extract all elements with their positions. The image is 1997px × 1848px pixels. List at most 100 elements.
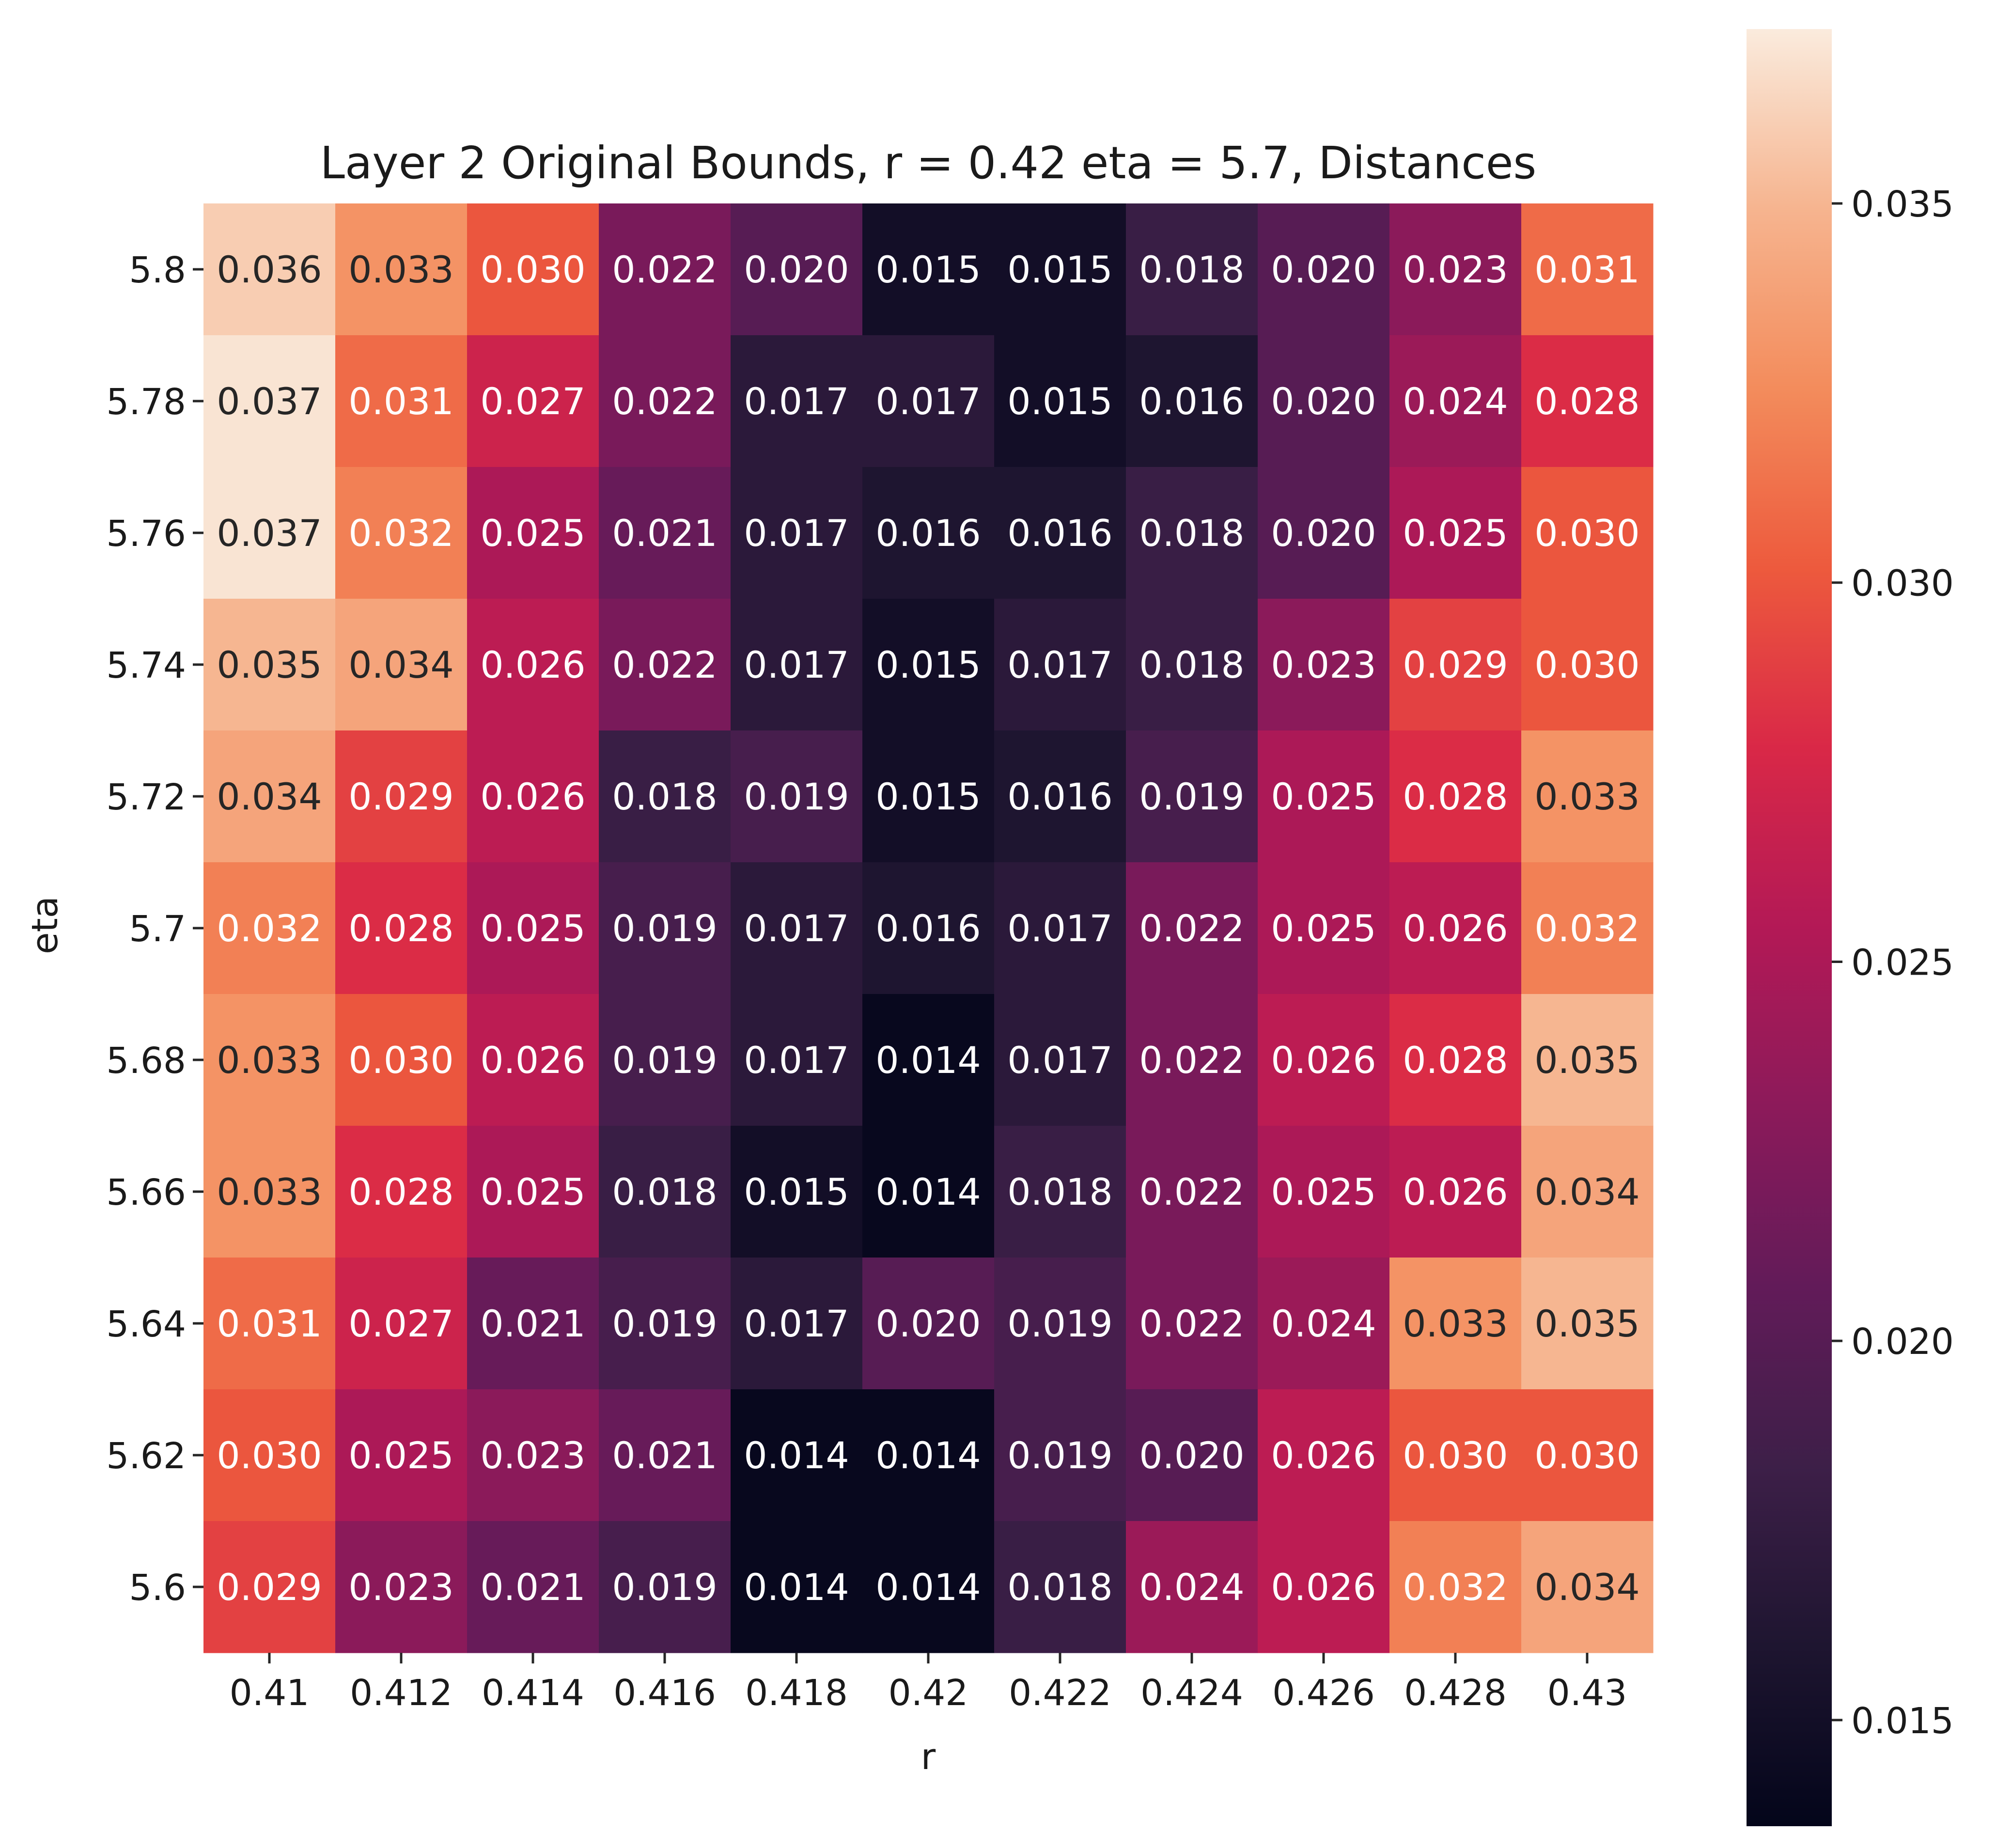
cell-value-label: 0.018	[1139, 248, 1245, 291]
heatmap-cell	[599, 1126, 731, 1258]
cell-value-label: 0.032	[1403, 1566, 1508, 1609]
heatmap-cell	[335, 862, 468, 994]
cell-value-label: 0.015	[875, 248, 981, 291]
x-tick-label: 0.43	[1547, 1672, 1627, 1714]
cell-value-label: 0.025	[480, 512, 586, 555]
heatmap-cell	[335, 599, 468, 731]
cell-value-label: 0.032	[348, 512, 454, 555]
x-tick-label: 0.428	[1404, 1672, 1507, 1714]
heatmap-cell	[467, 1126, 599, 1258]
heatmap-cell	[203, 335, 336, 467]
cell-value-label: 0.026	[1271, 1566, 1376, 1609]
cell-value-label: 0.022	[1139, 907, 1245, 950]
heatmap-cell	[335, 1258, 468, 1390]
cell-value-label: 0.020	[1271, 380, 1376, 423]
cell-value-label: 0.014	[875, 1039, 981, 1082]
cell-value-label: 0.023	[1271, 643, 1376, 686]
heatmap-cell	[599, 203, 731, 336]
heatmap-cell	[731, 335, 863, 467]
heatmap-cell	[1258, 994, 1390, 1126]
heatmap-cell	[203, 1521, 336, 1653]
heatmap-cell	[335, 994, 468, 1126]
heatmap-cell	[203, 994, 336, 1126]
cell-value-label: 0.026	[480, 1039, 586, 1082]
y-tick-label: 5.6	[129, 1567, 186, 1609]
cell-value-label: 0.020	[1139, 1434, 1245, 1477]
heatmap-cell	[467, 994, 599, 1126]
cell-value-label: 0.014	[875, 1170, 981, 1213]
heatmap-cell	[1126, 203, 1258, 336]
cell-value-label: 0.026	[1271, 1434, 1376, 1477]
heatmap-cell	[731, 1521, 863, 1653]
cell-value-label: 0.031	[348, 380, 454, 423]
cell-value-label: 0.017	[744, 1302, 849, 1345]
cell-value-label: 0.034	[1534, 1566, 1640, 1609]
cell-value-label: 0.037	[217, 380, 322, 423]
heatmap-cell	[203, 1389, 336, 1522]
cell-value-label: 0.026	[1403, 907, 1508, 950]
heatmap-cell	[1389, 994, 1522, 1126]
x-tick-label: 0.416	[613, 1672, 716, 1714]
heatmap-cell	[731, 203, 863, 336]
cell-value-label: 0.019	[612, 1302, 718, 1345]
cell-value-label: 0.028	[1534, 380, 1640, 423]
heatmap-cell	[1521, 862, 1654, 994]
heatmap-cell	[994, 335, 1126, 467]
cell-value-label: 0.025	[1271, 907, 1376, 950]
cell-value-label: 0.023	[1403, 248, 1508, 291]
cell-value-label: 0.022	[612, 643, 718, 686]
cell-value-label: 0.030	[348, 1039, 454, 1082]
y-tick-label: 5.78	[106, 381, 186, 423]
cell-value-label: 0.024	[1271, 1302, 1376, 1345]
heatmap-cell	[335, 1126, 468, 1258]
cell-value-label: 0.035	[1534, 1302, 1640, 1345]
cell-value-label: 0.019	[1007, 1434, 1113, 1477]
y-axis-label: eta	[24, 896, 66, 954]
heatmap-cell	[1521, 335, 1654, 467]
cell-value-label: 0.025	[348, 1434, 454, 1477]
cell-value-label: 0.022	[1139, 1039, 1245, 1082]
cell-value-label: 0.017	[744, 907, 849, 950]
heatmap-cell	[1258, 335, 1390, 467]
cell-value-label: 0.019	[612, 1566, 718, 1609]
heatmap-cell	[994, 467, 1126, 599]
cell-value-label: 0.023	[480, 1434, 586, 1477]
cell-value-label: 0.035	[217, 643, 322, 686]
heatmap-cell	[1521, 1389, 1654, 1522]
cell-value-label: 0.026	[480, 643, 586, 686]
colorbar-ticks: 0.015 0.020 0.025 0.030 0.035	[1832, 184, 1954, 1742]
heatmap-cell	[1126, 862, 1258, 994]
cell-value-label: 0.030	[217, 1434, 322, 1477]
heatmap-cell	[862, 1126, 995, 1258]
heatmap-cell	[1389, 1521, 1522, 1653]
heatmap-cell	[467, 203, 599, 336]
heatmap-cell	[1126, 1258, 1258, 1390]
cell-value-label: 0.014	[744, 1434, 849, 1477]
heatmap-cell	[599, 599, 731, 731]
cell-value-label: 0.017	[744, 643, 849, 686]
cell-value-label: 0.026	[1271, 1039, 1376, 1082]
cell-value-label: 0.024	[1403, 380, 1508, 423]
cell-value-label: 0.019	[744, 775, 849, 818]
cell-value-label: 0.023	[348, 1566, 454, 1609]
heatmap-cell	[731, 1126, 863, 1258]
y-tick-label: 5.74	[106, 645, 186, 686]
cell-value-label: 0.033	[1403, 1302, 1508, 1345]
heatmap-cell	[203, 203, 336, 336]
cell-value-label: 0.019	[1007, 1302, 1113, 1345]
heatmap-cell	[1126, 1521, 1258, 1653]
heatmap-cell	[862, 335, 995, 467]
heatmap-cell	[599, 994, 731, 1126]
cell-value-label: 0.022	[1139, 1170, 1245, 1213]
cell-value-label: 0.034	[348, 643, 454, 686]
heatmap-cell	[1521, 203, 1654, 336]
heatmap-cell	[1126, 335, 1258, 467]
heatmap-cell	[862, 599, 995, 731]
cell-value-label: 0.034	[217, 775, 322, 818]
heatmap-cell	[467, 1389, 599, 1522]
heatmap-cell	[335, 467, 468, 599]
x-tick-label: 0.414	[482, 1672, 584, 1714]
heatmap-cell	[1126, 467, 1258, 599]
y-axis-ticks: 5.8 5.78 5.76 5.74 5.72 5.7 5.68 5.66 5.64 5.62 5.…	[106, 249, 203, 1609]
